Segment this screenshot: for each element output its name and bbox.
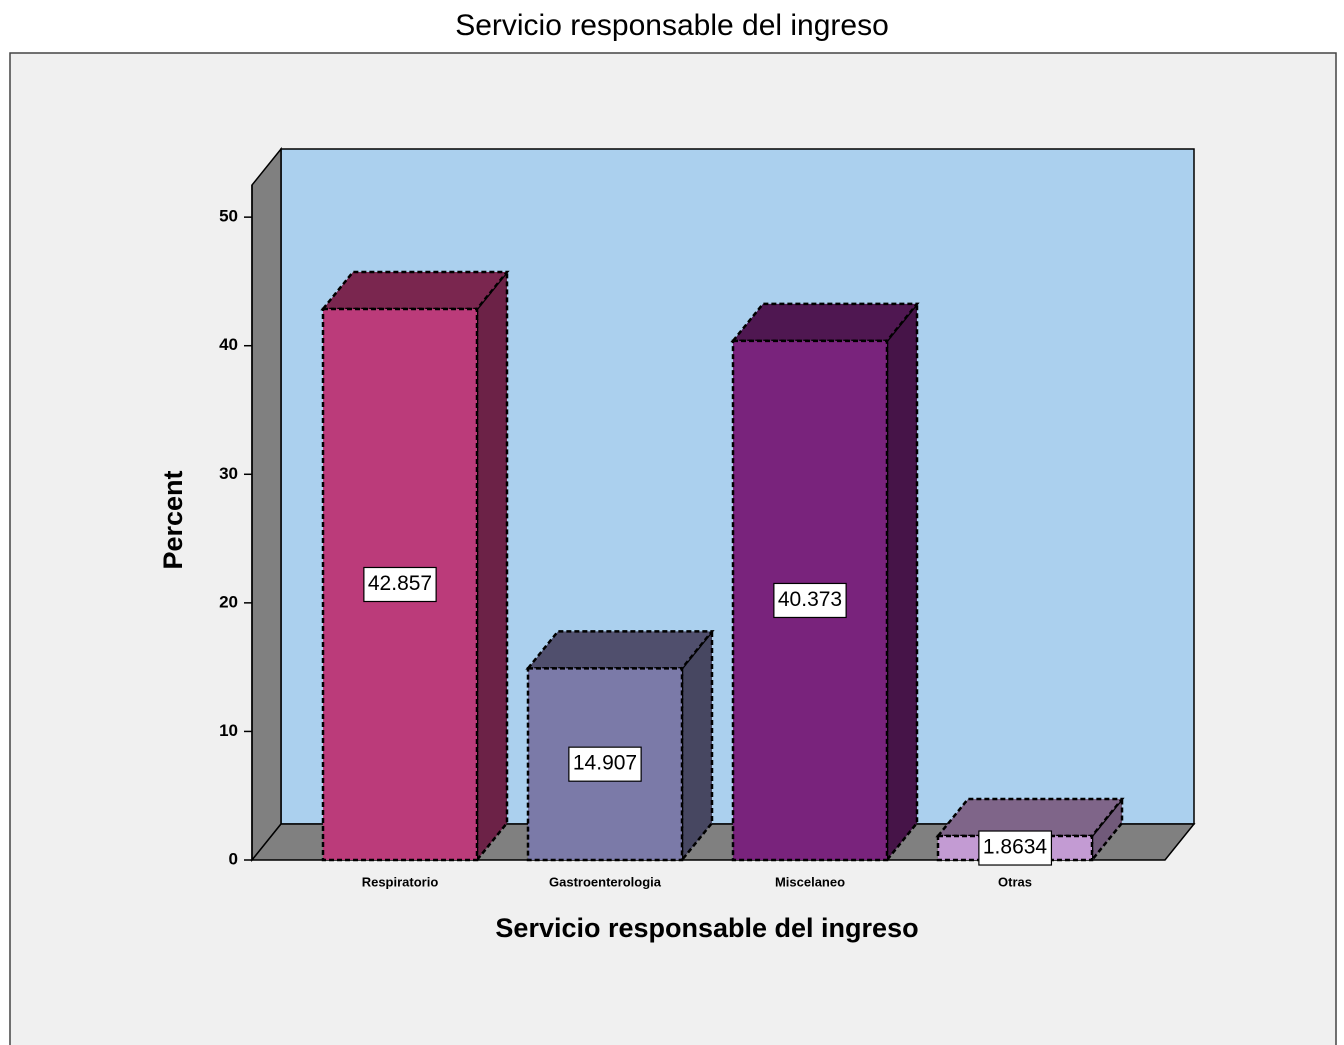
value-label: 42.857 [368, 572, 432, 595]
bar-top [730, 302, 920, 343]
value-label-box [363, 566, 437, 603]
bar-side [1090, 795, 1124, 864]
plot-area: 0 10 20 30 40 50 42.857 Respiratorio 14.907 Gastr… [219, 146, 1196, 889]
bar-side [475, 268, 509, 864]
x-tick-label: Otras [998, 874, 1032, 889]
bar-side [885, 300, 919, 864]
y-tick-label: 40 [219, 335, 238, 354]
y-axis-label: Percent [158, 470, 188, 569]
bar-top [320, 270, 510, 311]
y-tick-label: 20 [219, 592, 238, 611]
bar-top [525, 630, 715, 670]
x-tick-label: Miscelaneo [775, 874, 845, 889]
value-label: 1.8634 [983, 836, 1048, 859]
value-label-box [978, 830, 1053, 866]
y-tick-label: 10 [219, 721, 238, 740]
x-tick-label: Respiratorio [362, 874, 439, 889]
x-tick-label: Gastroenterologia [549, 874, 662, 889]
y-tick-label: 50 [219, 207, 238, 226]
x-axis-label: Servicio responsable del ingreso [495, 913, 918, 943]
y-tick-label: 0 [229, 849, 238, 868]
value-label-box [568, 746, 642, 782]
chart-title: Servicio responsable del ingreso [455, 9, 889, 42]
value-label: 14.907 [573, 752, 637, 775]
left-wall [251, 146, 282, 863]
y-tick-label: 30 [219, 464, 238, 483]
value-label: 40.373 [778, 588, 842, 611]
bar-side [680, 627, 714, 864]
value-label-box [773, 582, 847, 619]
